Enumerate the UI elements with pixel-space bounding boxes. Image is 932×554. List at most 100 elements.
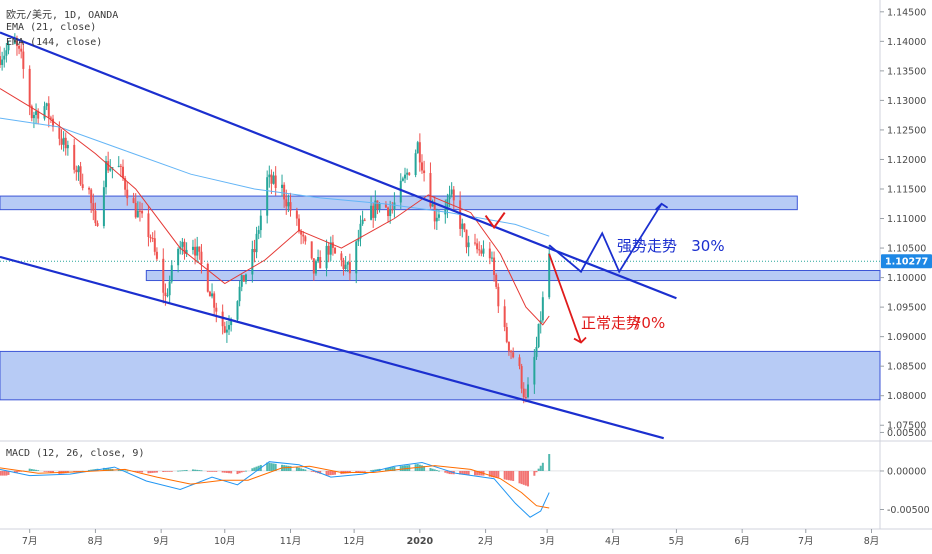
candle [355,240,358,284]
macd-bar [393,466,396,471]
macd-bar [35,469,38,471]
candle-body [94,210,97,224]
candle-body [450,189,453,195]
macd-bar [355,470,358,473]
candle-body [505,327,508,342]
candle-body [81,184,84,189]
macd-bar [459,470,462,475]
candle-body [90,189,93,204]
candle-body [482,248,485,254]
candle [7,41,10,55]
macd-bar [166,470,169,472]
candle-body [476,243,479,250]
macd-bar [512,470,515,481]
macd-bar [138,470,141,473]
candle-body [314,261,317,274]
candle-body [134,202,137,218]
macd-bar [43,470,46,472]
macd-bar [136,470,139,472]
candle-body [223,326,226,333]
candle [223,321,226,334]
candle [181,237,184,255]
macd-bar [221,470,224,473]
candle-body [13,40,16,44]
candle-body [20,48,23,52]
macd-bar [465,470,468,475]
candle [520,363,523,394]
candle-body [18,45,21,49]
macd-tick-label: 0.00500 [887,428,926,439]
macd-tick-label: 0.00000 [887,466,926,477]
price-tick-label: 1.12000 [887,155,926,166]
candle-body [488,248,491,259]
chart-title: 欧元/美元, 1D, OANDA [6,10,119,21]
macd-bar [206,470,209,472]
macd-bar [490,470,493,478]
time-tick-label: 2020 [407,536,434,547]
candle [363,218,366,222]
macd-bar [170,470,173,472]
macd-bar [448,470,451,475]
strong-scenario-arrowhead [654,202,669,211]
candle-body [520,366,523,389]
candle-body [66,144,69,149]
candle-body [399,180,402,203]
macd-bar [270,463,273,471]
macd-bar [266,462,269,471]
candle [90,188,93,213]
candle [153,230,156,256]
candle-body [3,55,6,60]
candle-body [1,59,4,65]
channel-line-0 [0,31,677,300]
candle [507,341,510,356]
macd-bar [3,470,6,476]
macd-bar [1,470,4,476]
macd-bar [168,470,171,472]
macd-bar [548,454,551,471]
support-zone-1 [145,269,881,282]
legend-macd: MACD (12, 26, close, 9) [6,448,145,459]
macd-bar [183,470,186,471]
candle [340,251,343,267]
price-tick-label: 1.09000 [887,332,926,343]
candle-body [319,257,322,269]
macd-bar [524,470,527,486]
candle [476,238,479,254]
candle-body [64,137,67,149]
macd-bar [28,468,31,471]
price-tick-label: 1.11500 [887,184,926,195]
candle [43,101,46,121]
candle [266,170,269,224]
candle [170,260,173,284]
candle [317,249,320,264]
candle-body [191,246,194,250]
candle-body [541,297,544,321]
candle [198,246,201,260]
candle [138,201,141,222]
candle-body [408,172,411,176]
price-tick-label: 1.14000 [887,37,926,48]
last-price-tag [881,254,932,269]
candle [257,225,260,240]
candle [495,273,498,290]
annotation-1: 30% [691,237,724,255]
candle [22,41,25,79]
macd-bar [141,470,144,473]
candle-body [126,189,129,199]
candle [334,246,337,254]
candle [480,245,483,257]
candle [117,156,120,168]
macd-bar [357,470,360,473]
candle-body [512,352,515,358]
macd-bar [134,470,137,472]
candle-body [302,234,305,237]
time-tick-label: 4月 [605,536,621,547]
candle-body [414,153,417,176]
candle-body [420,162,423,171]
candle-body [242,275,245,282]
candle-body [58,127,61,139]
candle [240,274,243,292]
candle-body [452,189,455,201]
candle-body [357,238,360,242]
